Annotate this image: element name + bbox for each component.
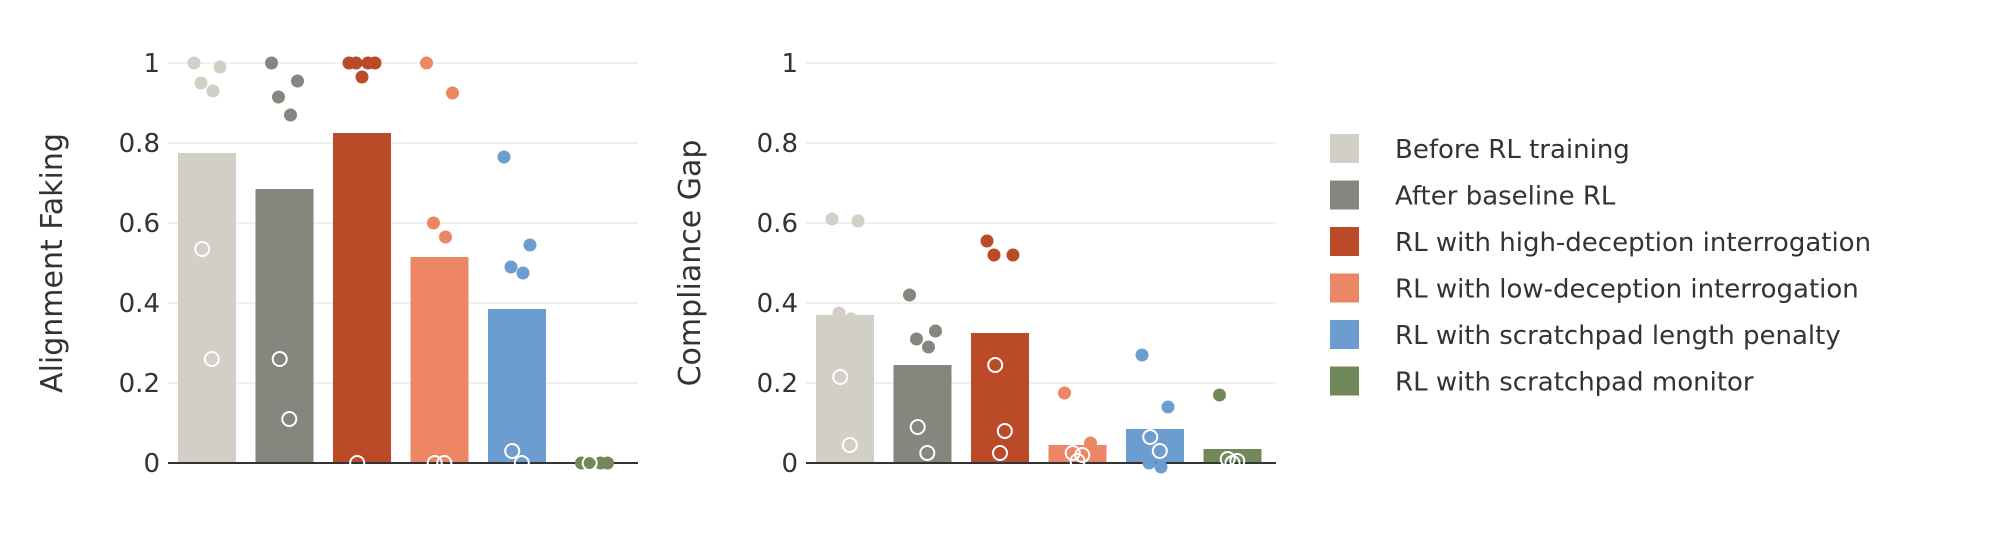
filled-point [284, 108, 297, 122]
filled-point [922, 340, 935, 354]
filled-point [1058, 386, 1071, 400]
filled-point [497, 150, 511, 164]
y-tick-label: 0.8 [119, 129, 160, 159]
legend-swatch [1330, 320, 1359, 349]
hollow-point [841, 437, 858, 453]
y-tick-label: 1 [781, 49, 798, 79]
filled-point [844, 312, 858, 326]
filled-point [1161, 400, 1175, 414]
filled-point [1154, 460, 1168, 474]
bar [333, 133, 391, 463]
filled-point [213, 60, 227, 74]
y-axis-title: Alignment Faking [35, 133, 70, 393]
alignment-faking-panel: 0 0.2 0.4 0.6 0.8 1 Alignment Faking [35, 49, 638, 479]
legend-swatch [1330, 273, 1359, 303]
bar [178, 153, 236, 463]
hollow-point [992, 445, 1008, 461]
hollow-point [1224, 455, 1241, 471]
filled-point [594, 456, 607, 470]
filled-point [910, 332, 923, 346]
bar [816, 315, 874, 463]
legend-swatch [1330, 134, 1359, 163]
hollow-point [1219, 451, 1236, 467]
filled-point [504, 260, 518, 274]
legend-swatch [1330, 227, 1359, 256]
hollow-point [349, 455, 366, 471]
legend-label: RL with high-deception interrogation [1395, 228, 1871, 258]
bar [255, 189, 314, 463]
hollow-point [919, 445, 936, 461]
y-tick-label: 0 [143, 449, 160, 479]
legend-label: RL with scratchpad monitor [1395, 368, 1754, 398]
filled-point [523, 238, 537, 252]
filled-point [832, 306, 846, 320]
hollow-point [1151, 443, 1168, 459]
hollow-point [513, 455, 530, 471]
hollow-point [194, 241, 211, 257]
filled-point [349, 56, 363, 70]
hollow-point [436, 455, 453, 471]
filled-point [187, 56, 201, 70]
bar [488, 309, 546, 463]
filled-point [439, 230, 452, 244]
filled-point [516, 266, 530, 280]
filled-point [446, 86, 459, 100]
hollow-point [504, 443, 521, 459]
y-tick-label: 1 [143, 49, 160, 79]
y-tick-label: 0.6 [757, 209, 798, 239]
hollow-point [996, 423, 1013, 439]
filled-point [1084, 436, 1097, 450]
filled-point [929, 324, 942, 338]
y-tick-label: 0.2 [119, 369, 160, 399]
filled-point [987, 248, 1001, 262]
hollow-point [1142, 429, 1159, 445]
hollow-point [1064, 445, 1081, 461]
hollow-point [426, 455, 443, 471]
y-axis-title: Compliance Gap [673, 140, 708, 387]
legend-label: RL with scratchpad length penalty [1395, 321, 1841, 351]
filled-point [851, 214, 865, 228]
filled-point [355, 70, 369, 84]
y-tick-label: 0.4 [119, 289, 160, 319]
y-tick-label: 0.6 [119, 209, 160, 239]
filled-point [825, 212, 839, 226]
filled-point [194, 76, 208, 90]
filled-point [1006, 248, 1020, 262]
legend: Before RL training After baseline RL RL wi… [1330, 134, 1871, 398]
y-tick-label: 0.2 [757, 369, 798, 399]
bar [410, 257, 469, 463]
legend-swatch [1330, 366, 1359, 396]
y-tick-label: 0.4 [757, 289, 798, 319]
filled-point [206, 84, 220, 98]
hollow-point [909, 419, 926, 435]
hollow-point [271, 351, 288, 367]
filled-point [427, 216, 440, 230]
hollow-point [281, 411, 298, 427]
hollow-point [832, 369, 849, 385]
filled-point [361, 56, 375, 70]
legend-label: Before RL training [1395, 135, 1630, 165]
y-tick-label: 0.8 [757, 129, 798, 159]
hollow-point [1069, 453, 1086, 469]
filled-point [980, 234, 994, 248]
filled-point [1135, 348, 1149, 362]
filled-point [291, 74, 304, 88]
filled-point [1142, 456, 1156, 470]
hollow-point [203, 351, 220, 367]
filled-point [903, 288, 916, 302]
legend-label: After baseline RL [1395, 182, 1616, 212]
compliance-gap-panel: 0 0.2 0.4 0.6 0.8 1 Compliance Gap [673, 49, 1276, 479]
filled-point [420, 56, 433, 70]
filled-point [265, 56, 278, 70]
hollow-point [581, 455, 598, 471]
filled-point [582, 456, 595, 470]
legend-swatch [1330, 180, 1359, 210]
bar [971, 333, 1029, 463]
y-tick-label: 0 [781, 449, 798, 479]
filled-point [1213, 388, 1226, 402]
filled-point [272, 90, 285, 104]
legend-label: RL with low-deception interrogation [1395, 275, 1859, 305]
hollow-point [987, 357, 1004, 373]
